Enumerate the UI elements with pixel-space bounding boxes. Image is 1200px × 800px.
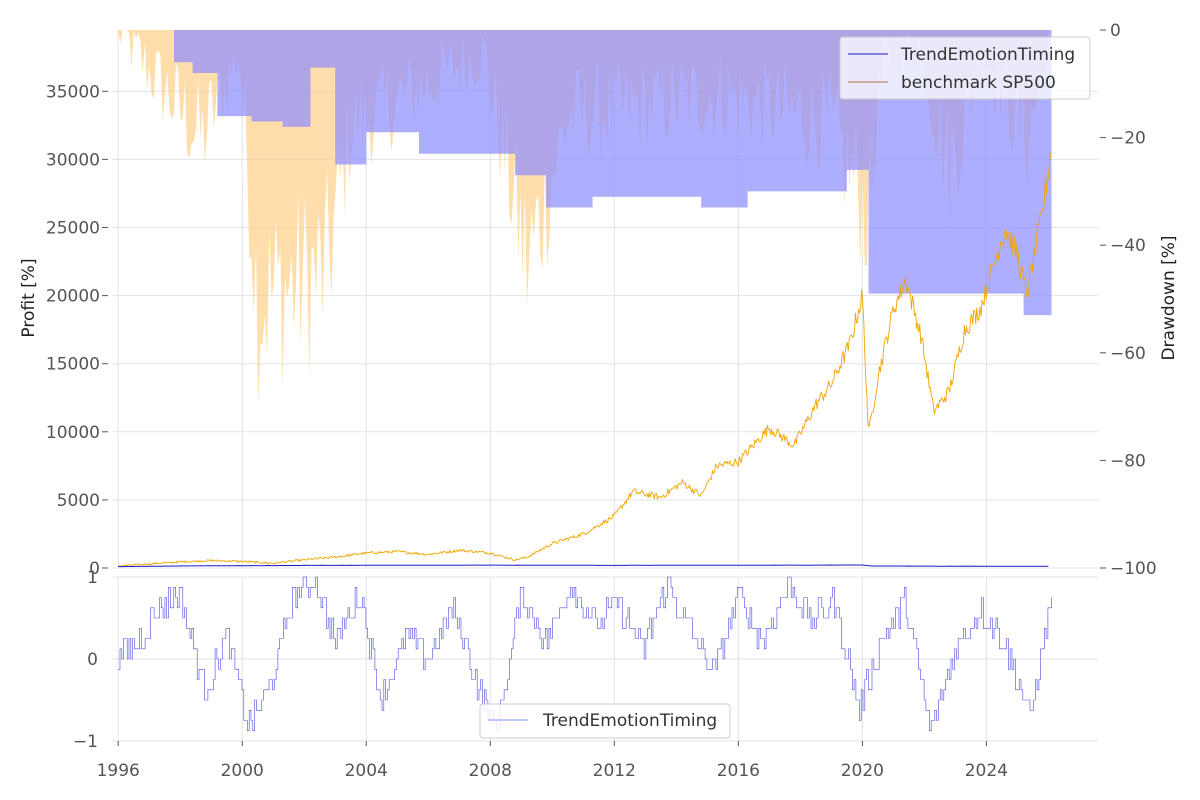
x-tick-label: 2024 xyxy=(965,761,1008,781)
y-tick-label: 10000 xyxy=(46,423,100,443)
x-tick-label: 2016 xyxy=(717,761,760,781)
x-tick-label: 2020 xyxy=(841,761,884,781)
y2-tick-label: −20 xyxy=(1110,129,1146,149)
y2-tick-label: −100 xyxy=(1110,559,1157,579)
legend-label-benchmark: benchmark SP500 xyxy=(901,73,1056,93)
legend-label-signal: TrendEmotionTiming xyxy=(542,711,717,731)
bottom-y-tick-label: 1 xyxy=(87,568,98,588)
strategy-drawdown-area xyxy=(118,30,1052,316)
y-tick-label: 5000 xyxy=(57,491,100,511)
y2-tick-label: −60 xyxy=(1110,344,1146,364)
x-tick-label: 1996 xyxy=(97,761,140,781)
y2-axis-label: Drawdown [%] xyxy=(1159,235,1179,360)
bottom-y-tick-label: 0 xyxy=(87,650,98,670)
y2-tick-label: −40 xyxy=(1110,236,1146,256)
y-tick-label: 30000 xyxy=(46,150,100,170)
y-tick-label: 20000 xyxy=(46,287,100,307)
y-tick-label: 15000 xyxy=(46,355,100,375)
x-tick-label: 2012 xyxy=(593,761,636,781)
signal-line xyxy=(118,576,1052,732)
x-tick-label: 2000 xyxy=(221,761,264,781)
y-tick-label: 25000 xyxy=(46,218,100,238)
y-tick-label: 0 xyxy=(89,559,100,579)
y-tick-label: 35000 xyxy=(46,82,100,102)
legend-label-strategy: TrendEmotionTiming xyxy=(900,45,1075,65)
y2-tick-label: 0 xyxy=(1110,21,1121,41)
strategy-equity-line xyxy=(118,564,1049,568)
legend-top: TrendEmotionTiming benchmark SP500 xyxy=(839,36,1091,100)
benchmark-equity-line xyxy=(117,152,1052,567)
x-tick-label: 2008 xyxy=(469,761,512,781)
bottom-y-tick-label: −1 xyxy=(73,732,98,752)
legend-bottom: TrendEmotionTiming xyxy=(479,703,731,739)
y-axis-label: Profit [%] xyxy=(19,258,39,337)
y2-tick-label: −80 xyxy=(1110,451,1146,471)
x-tick-label: 2004 xyxy=(345,761,388,781)
